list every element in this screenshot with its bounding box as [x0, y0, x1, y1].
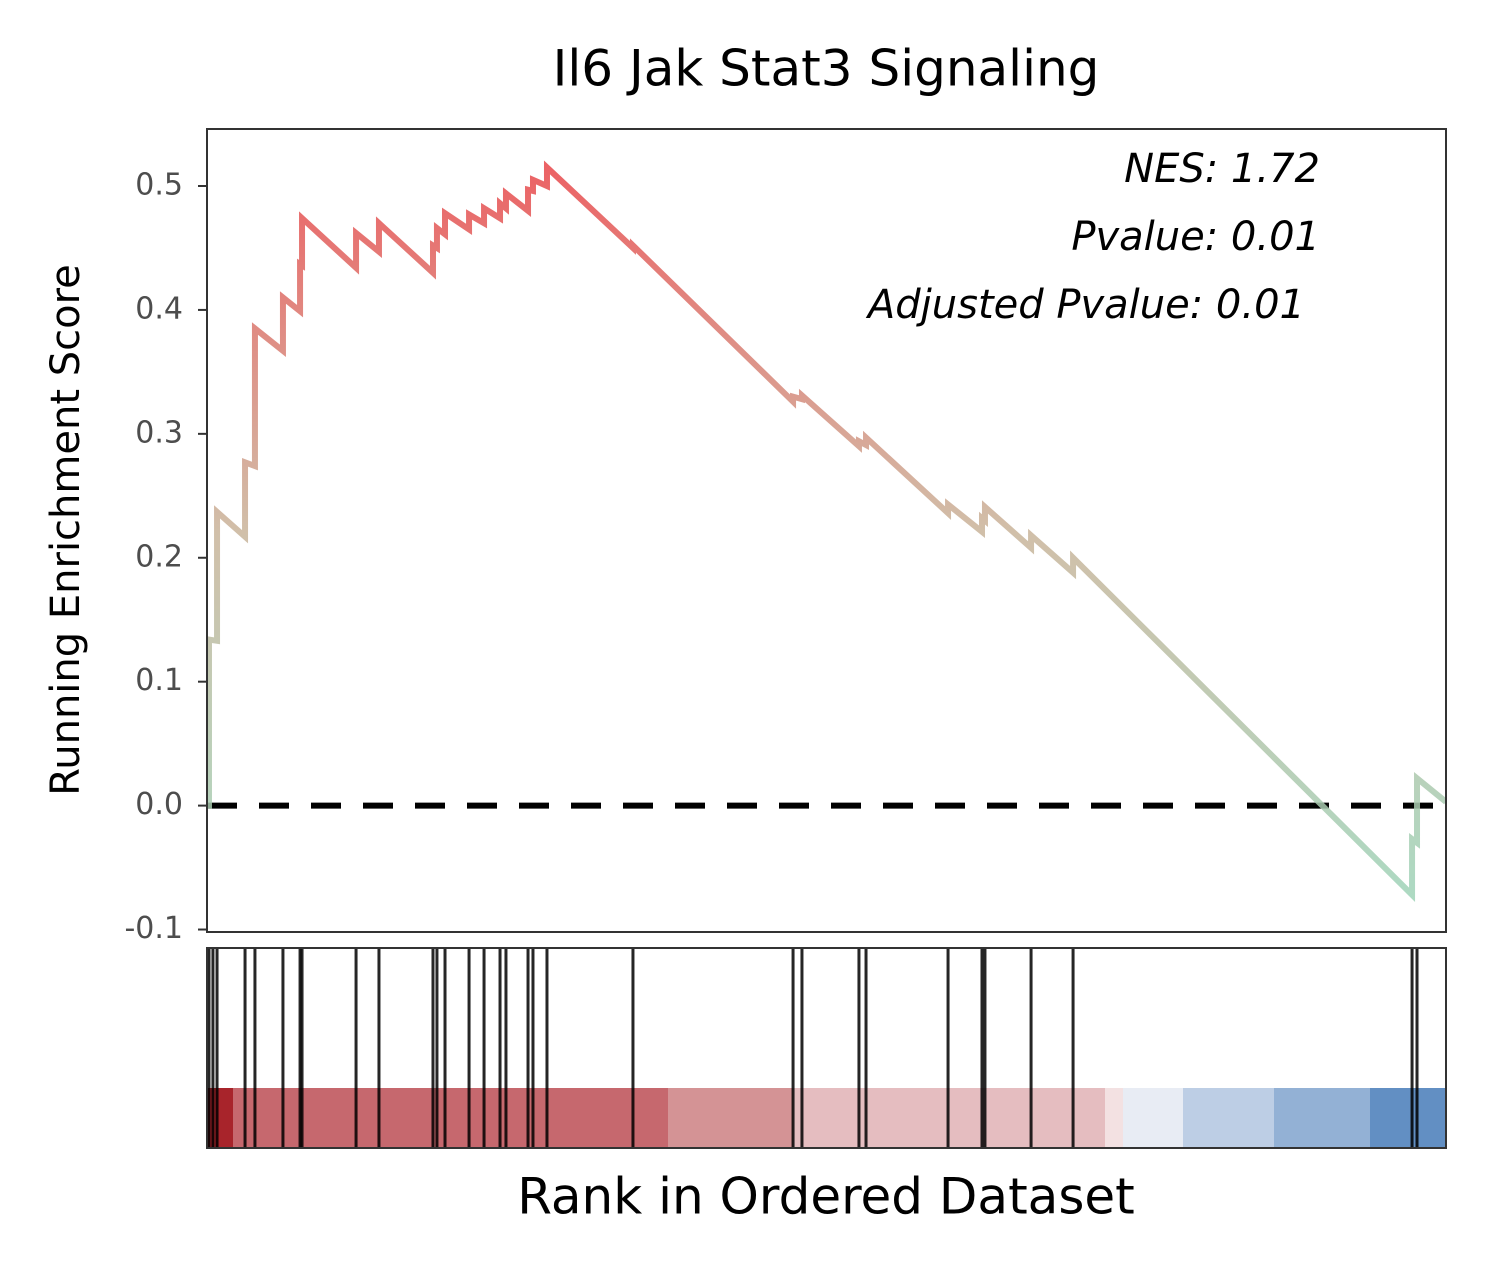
chart-title: Il6 Jak Stat3 Signaling [553, 40, 1100, 98]
y-tick-label: 0.5 [135, 168, 183, 203]
heat-cell [1274, 1088, 1371, 1148]
y-tick-label: 0.1 [135, 663, 183, 698]
y-tick-label: 0.3 [135, 415, 183, 450]
heat-cell [207, 1088, 234, 1148]
y-tick-label: -0.1 [124, 911, 183, 946]
plot-frame [206, 128, 1447, 933]
annotation: Pvalue: 0.01 [1071, 214, 1320, 260]
y-tick-label: 0.4 [135, 291, 183, 326]
heat-cell [1183, 1088, 1275, 1148]
y-tick-label: 0.0 [135, 787, 183, 822]
annotation: Adjusted Pvalue: 0.01 [865, 282, 1305, 328]
hit-ticks [207, 948, 1419, 1148]
heat-cell [233, 1088, 669, 1148]
rug-frame [206, 947, 1447, 1149]
x-axis-label: Rank in Ordered Dataset [517, 1168, 1134, 1226]
es-panel [207, 160, 1446, 903]
heat-cell [1123, 1088, 1184, 1148]
heat-cell [668, 1088, 794, 1148]
heat-cell [1105, 1088, 1124, 1148]
y-tick-label: 0.2 [135, 539, 183, 574]
y-axis-label: Running Enrichment Score [43, 264, 89, 796]
heat-cell [1370, 1088, 1446, 1148]
es-line [207, 160, 1446, 903]
heat-bar [207, 1088, 1446, 1148]
annotation: NES: 1.72 [1124, 146, 1320, 192]
